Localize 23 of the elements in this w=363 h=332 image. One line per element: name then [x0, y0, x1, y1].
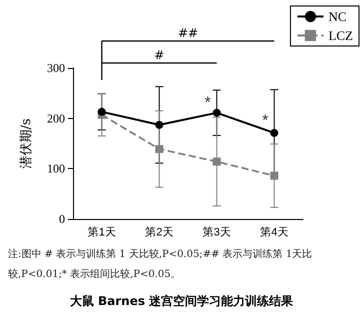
point: [212, 108, 221, 117]
point: [270, 128, 278, 137]
x-tick-label: 第1天: [88, 226, 116, 238]
point: [155, 120, 164, 129]
text: 注:图中 # 表示与训练第 1 天比较,P<0.05;## 表示与训练第 1天比较,P<0.01;* 表示组间比较,P<0.05。: [7, 248, 314, 282]
significance-bracket: #: [102, 48, 217, 64]
y-tick-label: 0: [59, 212, 65, 226]
y-tick-label: 300: [47, 61, 65, 75]
y-tick-label: 100: [47, 162, 65, 176]
x-tick-label: 第3天: [202, 226, 231, 238]
legend-label: NC: [328, 9, 347, 24]
y-tick-label: 200: [47, 111, 65, 126]
point: [98, 108, 106, 116]
point: [270, 172, 278, 180]
point: [155, 145, 164, 154]
annotation: *: [262, 112, 268, 130]
point: [212, 158, 221, 166]
x-tick-label: 第2天: [145, 226, 174, 238]
x-tick-label: 第4天: [260, 226, 288, 238]
annotation: *: [204, 94, 211, 112]
y-axis-title: 潜伏期/s: [19, 118, 34, 169]
text: 大鼠 Barnes 迷宫空间学习能力训练结果: [68, 293, 294, 310]
legend-label: LCZ: [328, 28, 354, 43]
